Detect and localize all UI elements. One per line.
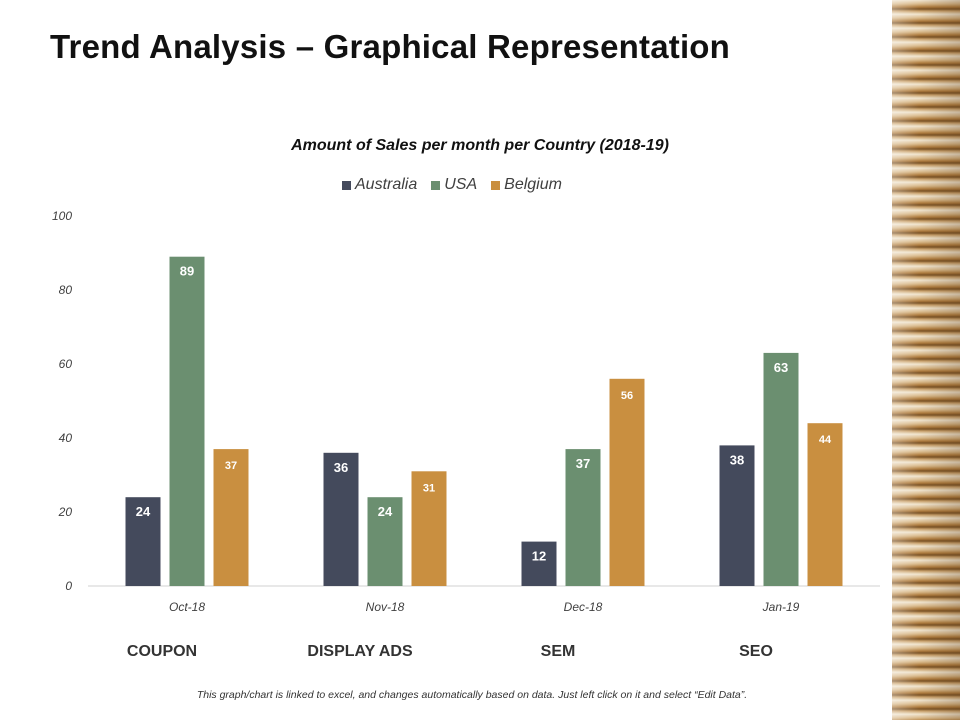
y-tick-label: 60	[59, 357, 73, 371]
bar-belgium	[807, 423, 843, 586]
bar-usa	[367, 497, 403, 586]
chart-legend: Australia USA Belgium	[342, 176, 562, 194]
bar-usa	[169, 256, 205, 586]
data-label: 38	[730, 452, 744, 467]
bar-australia	[323, 452, 359, 586]
x-tick-label: Nov-18	[366, 600, 405, 614]
data-label: 37	[576, 456, 590, 471]
bar-australia	[125, 497, 161, 586]
legend-label-usa: USA	[444, 176, 478, 193]
x-tick-label: Jan-19	[762, 600, 800, 614]
category-label-seo: SEO	[739, 643, 773, 660]
legend-item-usa: USA	[431, 176, 477, 194]
legend-swatch-usa	[431, 180, 441, 190]
bar-belgium	[213, 449, 249, 586]
bar-belgium	[609, 378, 645, 586]
category-label-display-ads: DISPLAY ADS	[307, 643, 413, 660]
legend-item-australia: Australia	[342, 176, 417, 194]
bar-usa	[763, 352, 799, 586]
data-label: 12	[532, 549, 546, 564]
y-tick-label: 80	[59, 283, 73, 297]
y-tick-label: 20	[58, 505, 73, 519]
category-label-coupon: COUPON	[126, 643, 198, 660]
data-label: 24	[136, 504, 151, 519]
legend-swatch-belgium	[491, 180, 501, 190]
y-tick-label: 100	[52, 209, 72, 223]
bar-australia	[521, 541, 557, 586]
y-tick-label: 40	[59, 431, 73, 445]
coin-stack-image	[892, 0, 960, 720]
footnote: This graph/chart is linked to excel, and…	[196, 689, 748, 701]
bar-usa	[565, 449, 601, 586]
data-label: 37	[225, 460, 237, 472]
page-title: Trend Analysis – Graphical Representatio…	[50, 28, 731, 65]
chart-title: Amount of Sales per month per Country (2…	[291, 137, 669, 154]
data-label: 31	[423, 482, 435, 494]
data-label: 89	[180, 264, 194, 279]
data-label: 63	[774, 360, 788, 375]
data-label: 36	[334, 460, 348, 475]
x-tick-label: Oct-18	[169, 600, 205, 614]
bar-chart: 0 20 40 60 80 100 24 89 37 Oct-18 36 24 31 Nov-18 12 37…	[52, 209, 880, 614]
bar-australia	[719, 445, 755, 586]
data-label: 44	[819, 434, 832, 446]
legend-label-belgium: Belgium	[504, 176, 562, 193]
legend-label-australia: Australia	[355, 176, 418, 193]
data-label: 24	[378, 504, 393, 519]
y-tick-label: 0	[65, 579, 72, 593]
bar-belgium	[411, 471, 447, 586]
legend-swatch-australia	[342, 180, 351, 190]
data-label: 56	[621, 390, 633, 402]
category-label-sem: SEM	[540, 643, 576, 660]
x-tick-label: Dec-18	[564, 600, 603, 614]
legend-item-belgium: Belgium	[491, 176, 562, 194]
